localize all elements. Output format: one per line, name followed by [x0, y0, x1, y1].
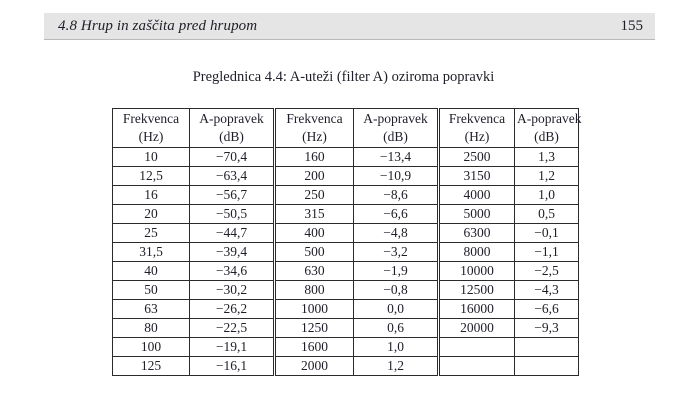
- table-cell: −34,6: [189, 261, 275, 281]
- table-cell: −6,6: [514, 299, 579, 319]
- table-cell: 1,2: [353, 356, 439, 376]
- table-cell: 500: [273, 242, 354, 262]
- table-cell: −50,5: [189, 204, 275, 224]
- table-cell: 1,2: [514, 166, 579, 186]
- table-row: 12,5 −63,4 200 −10,9 3150 1,2: [112, 166, 579, 186]
- table-cell: −1,9: [353, 261, 439, 281]
- table-cell: −3,2: [353, 242, 439, 262]
- table-cell: 3150: [437, 166, 515, 186]
- table-cell: 1600: [273, 337, 354, 357]
- table-cell: 10000: [437, 261, 515, 281]
- table-cell: −0,8: [353, 280, 439, 300]
- table-cell: −39,4: [189, 242, 275, 262]
- table-body: 10 −70,4 160 −13,4 2500 1,3 12,5 −63,4 200 −10,9 3…: [112, 147, 579, 376]
- table-header: Frekvenca (Hz) A-popravek (dB) Frekvenca (Hz)…: [112, 108, 581, 148]
- table-cell: −4,3: [514, 280, 579, 300]
- table-cell: 31,5: [112, 242, 190, 262]
- table-cell: 160: [273, 147, 354, 167]
- table-cell: −0,1: [514, 223, 579, 243]
- table-cell: [514, 356, 579, 376]
- column-header: Frekvenca (Hz): [273, 108, 354, 148]
- column-header: Frekvenca (Hz): [437, 108, 515, 148]
- table-cell: 1,0: [514, 185, 579, 205]
- table-cell: 25: [112, 223, 190, 243]
- table-cell: 6300: [437, 223, 515, 243]
- table-cell: 315: [273, 204, 354, 224]
- table-caption: Preglednica 4.4: A-uteži (filter A) ozir…: [192, 69, 495, 85]
- table-cell: −63,4: [189, 166, 275, 186]
- table-cell: 2500: [437, 147, 515, 167]
- table-cell: 1000: [273, 299, 354, 319]
- table-row: 80 −22,5 1250 0,6 20000 −9,3: [112, 318, 579, 338]
- table-cell: 250: [273, 185, 354, 205]
- table-cell: 16: [112, 185, 190, 205]
- table-cell: −1,1: [514, 242, 579, 262]
- table-cell: 125: [112, 356, 190, 376]
- table-row: 10 −70,4 160 −13,4 2500 1,3: [112, 147, 579, 167]
- table-row: 16 −56,7 250 −8,6 4000 1,0: [112, 185, 579, 205]
- table-cell: [437, 356, 515, 376]
- table-cell: −4,8: [353, 223, 439, 243]
- table-row: 20 −50,5 315 −6,6 5000 0,5: [112, 204, 579, 224]
- table-cell: −9,3: [514, 318, 579, 338]
- table-cell: −19,1: [189, 337, 275, 357]
- table-row: 31,5 −39,4 500 −3,2 8000 −1,1: [112, 242, 579, 262]
- table-cell: 800: [273, 280, 354, 300]
- table-cell: [437, 337, 515, 357]
- table-cell: −56,7: [189, 185, 275, 205]
- table-cell: 0,6: [353, 318, 439, 338]
- table-cell: −16,1: [189, 356, 275, 376]
- table-cell: 80: [112, 318, 190, 338]
- column-header: A-popravek (dB): [353, 108, 439, 148]
- table-cell: −44,7: [189, 223, 275, 243]
- a-weights-table: Frekvenca (Hz) A-popravek (dB) Frekvenca (Hz)…: [112, 108, 581, 376]
- table-cell: 1,0: [353, 337, 439, 357]
- table-cell: −70,4: [189, 147, 275, 167]
- column-header: Frekvenca (Hz): [112, 108, 190, 148]
- table-row: 100 −19,1 1600 1,0: [112, 337, 579, 357]
- running-header: 4.8 Hrup in zaščita pred hrupom 155: [44, 13, 655, 40]
- table-cell: 2000: [273, 356, 354, 376]
- table-cell: −10,9: [353, 166, 439, 186]
- table-cell: −26,2: [189, 299, 275, 319]
- table-cell: 12,5: [112, 166, 190, 186]
- table-cell: 20000: [437, 318, 515, 338]
- table-row: 25 −44,7 400 −4,8 6300 −0,1: [112, 223, 579, 243]
- table-cell: 40: [112, 261, 190, 281]
- table-cell: 200: [273, 166, 354, 186]
- table-cell: 50: [112, 280, 190, 300]
- table-cell: 1,3: [514, 147, 579, 167]
- table-cell: −2,5: [514, 261, 579, 281]
- table-cell: 630: [273, 261, 354, 281]
- table-cell: −13,4: [353, 147, 439, 167]
- table-cell: −22,5: [189, 318, 275, 338]
- table-cell: 0,5: [514, 204, 579, 224]
- table-cell: 5000: [437, 204, 515, 224]
- table-row: 125 −16,1 2000 1,2: [112, 356, 579, 376]
- table-cell: 12500: [437, 280, 515, 300]
- table-cell: 400: [273, 223, 354, 243]
- table-cell: −30,2: [189, 280, 275, 300]
- table-cell: 0,0: [353, 299, 439, 319]
- section-title: 4.8 Hrup in zaščita pred hrupom: [58, 17, 258, 34]
- table-row: 63 −26,2 1000 0,0 16000 −6,6: [112, 299, 579, 319]
- table-cell: 10: [112, 147, 190, 167]
- page-number: 155: [620, 17, 644, 34]
- table-cell: 20: [112, 204, 190, 224]
- table-cell: 4000: [437, 185, 515, 205]
- table-cell: −6,6: [353, 204, 439, 224]
- table-cell: 16000: [437, 299, 515, 319]
- column-header: A-popravek (dB): [514, 108, 581, 148]
- table-cell: 63: [112, 299, 190, 319]
- table-row: 40 −34,6 630 −1,9 10000 −2,5: [112, 261, 579, 281]
- table-cell: [514, 337, 579, 357]
- table-cell: 8000: [437, 242, 515, 262]
- table-row: 50 −30,2 800 −0,8 12500 −4,3: [112, 280, 579, 300]
- table-cell: 100: [112, 337, 190, 357]
- table-cell: 1250: [273, 318, 354, 338]
- column-header: A-popravek (dB): [189, 108, 275, 148]
- table-cell: −8,6: [353, 185, 439, 205]
